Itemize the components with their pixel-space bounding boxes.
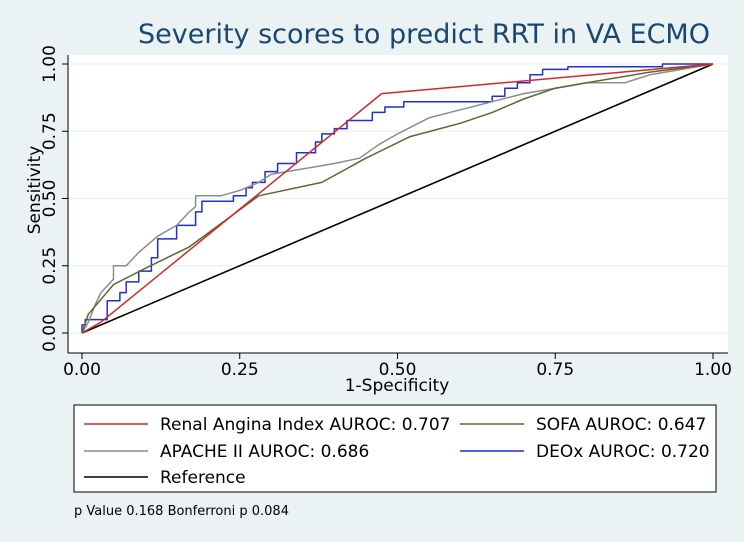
legend-label-sofa: SOFA AUROC: 0.647 <box>536 415 706 435</box>
legend-label-deox: DEOx AUROC: 0.720 <box>536 442 710 462</box>
series-line-reference <box>81 63 714 334</box>
y-tick-label-2: 0.50 <box>40 180 60 218</box>
legend-label-renal-angina-index: Renal Angina Index AUROC: 0.707 <box>160 415 450 435</box>
series-line-apache-ii <box>81 63 714 334</box>
y-tick-label-0: 0.00 <box>40 314 60 352</box>
chart-title: Severity scores to predict RRT in VA ECM… <box>138 19 710 50</box>
p-value-note: p Value 0.168 Bonferroni p 0.084 <box>74 504 289 519</box>
legend-box <box>73 404 717 493</box>
legend-label-reference: Reference <box>160 468 246 488</box>
x-tick-label-2: 0.50 <box>379 360 417 380</box>
x-tick-label-4: 1.00 <box>694 360 732 380</box>
y-tick-label-3: 0.75 <box>40 112 60 150</box>
x-tick-label-1: 0.25 <box>221 360 259 380</box>
y-tick-label-4: 1.00 <box>40 45 60 83</box>
legend: Renal Angina Index AUROC: 0.707 SOFA AURO… <box>84 415 710 488</box>
series-layer <box>81 63 714 334</box>
x-axis-label: 1-Specificity <box>345 376 450 396</box>
x-tick-label-0: 0.00 <box>63 360 101 380</box>
x-tick-label-3: 0.75 <box>536 360 574 380</box>
y-tick-label-1: 0.25 <box>40 247 60 285</box>
series-line-deox <box>81 63 713 333</box>
y-axis-label: Sensitivity <box>25 146 45 235</box>
legend-label-apache-ii: APACHE II AUROC: 0.686 <box>160 442 369 462</box>
axes: 0.00 0.25 0.50 0.75 1.00 0.00 0.25 0.50 0.75 1.00 <box>40 45 732 380</box>
series-line-sofa <box>81 63 714 334</box>
series-line-renal-angina-index <box>81 63 714 334</box>
